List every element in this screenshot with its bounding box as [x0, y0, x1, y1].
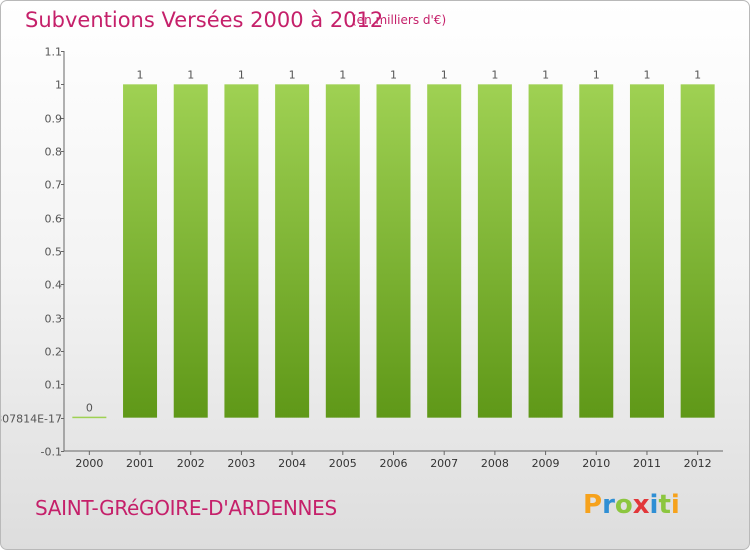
y-tick-label: 1.1 [45, 46, 63, 59]
x-tick-label-2003: 2003 [227, 457, 255, 470]
value-label-2002: 1 [187, 68, 194, 81]
y-tick-label: 1.3877787807814E-17 [1, 413, 62, 426]
y-tick-label: 1 [55, 79, 62, 92]
x-tick-label-2006: 2006 [380, 457, 408, 470]
value-label-2003: 1 [238, 68, 245, 81]
x-tick-label-2005: 2005 [329, 457, 357, 470]
value-label-2006: 1 [390, 68, 397, 81]
value-label-2010: 1 [593, 68, 600, 81]
logo-letter: i [649, 490, 659, 520]
y-tick-label: 0.6 [45, 213, 63, 226]
logo-letter: o [614, 490, 633, 520]
commune-name: SAINT-GRéGOIRE-D'ARDENNES [35, 496, 337, 520]
bar-2002 [173, 84, 208, 418]
proxiti-logo: Proxiti [583, 490, 680, 520]
y-tick-label: -0.1 [41, 446, 62, 459]
y-tick-label: 0.2 [45, 346, 63, 359]
bar-2006 [376, 84, 411, 418]
x-tick-label-2011: 2011 [633, 457, 661, 470]
bar-2010 [579, 84, 614, 418]
x-tick-label-2004: 2004 [278, 457, 306, 470]
logo-letter: i [670, 490, 680, 520]
bar-2011 [629, 84, 664, 418]
y-axis: -0.1 1.3877787807814E-17 0.1 0.2 0.3 0.4 0.5 0.… [1, 46, 65, 459]
x-tick-label-2007: 2007 [430, 457, 458, 470]
value-label-2012: 1 [694, 68, 701, 81]
x-tick-label-2008: 2008 [481, 457, 509, 470]
x-axis: 2000 2001 2002 2003 2004 2005 2006 2007 2008 2009… [64, 450, 723, 470]
logo-letter: x [632, 490, 650, 520]
bar-2005 [325, 84, 360, 418]
bar-2008 [477, 84, 512, 418]
x-tick-label-2001: 2001 [126, 457, 154, 470]
bar-2007 [427, 84, 462, 418]
bar-2004 [275, 84, 310, 418]
y-tick-label: 0.1 [45, 379, 63, 392]
logo-letter: r [602, 490, 615, 520]
y-tick-label: 0.3 [45, 313, 63, 326]
bar-2003 [224, 84, 259, 418]
chart-subtitle: (en milliers d'€) [352, 13, 447, 27]
x-tick-label-2000: 2000 [75, 457, 103, 470]
bar-2001 [123, 84, 158, 418]
value-label-2008: 1 [491, 68, 498, 81]
y-tick-label: 0.8 [45, 146, 63, 159]
bar-2009 [528, 84, 563, 418]
y-tick-label: 0.9 [45, 113, 63, 126]
chart-title: Subventions Versées 2000 à 2012 [25, 8, 384, 32]
bar-2012 [680, 84, 715, 418]
y-tick-label: 0.5 [45, 246, 63, 259]
y-tick-label: 0.7 [45, 179, 63, 192]
x-tick-label-2002: 2002 [177, 457, 205, 470]
value-label-2011: 1 [643, 68, 650, 81]
value-label-2000: 0 [86, 402, 93, 415]
logo-letter: t [658, 490, 671, 520]
value-label-2005: 1 [339, 68, 346, 81]
value-label-2001: 1 [137, 68, 144, 81]
x-tick-label-2009: 2009 [532, 457, 560, 470]
bars-group: 0 1 1 1 1 1 1 1 1 1 1 1 1 [72, 68, 715, 419]
logo-letter: P [583, 490, 603, 520]
x-tick-label-2010: 2010 [582, 457, 610, 470]
value-label-2004: 1 [289, 68, 296, 81]
value-label-2009: 1 [542, 68, 549, 81]
bar-2000 [72, 416, 107, 419]
y-tick-label: 0.4 [45, 279, 63, 292]
x-tick-label-2012: 2012 [684, 457, 712, 470]
value-label-2007: 1 [441, 68, 448, 81]
